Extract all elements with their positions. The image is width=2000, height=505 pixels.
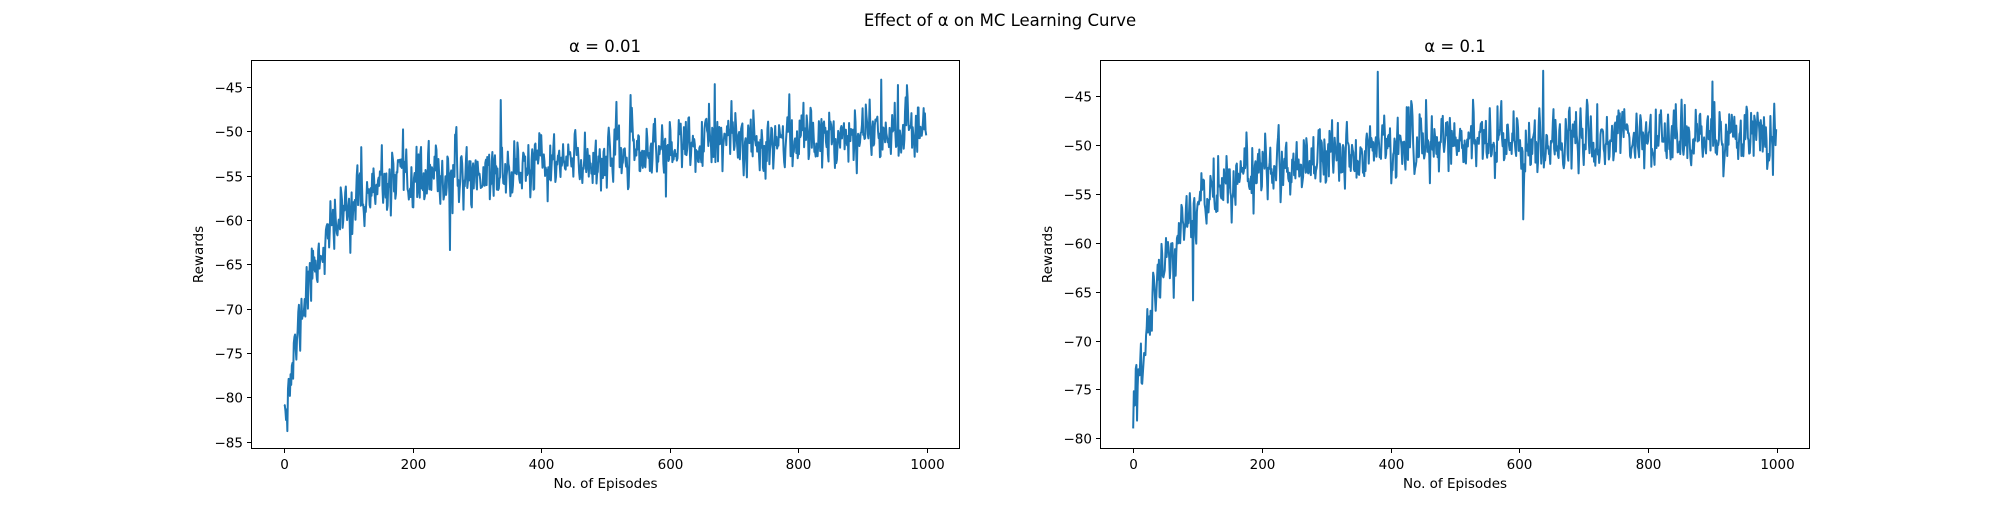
y-tick-label: −60 (1064, 237, 1093, 253)
x-tick-label: 1000 (1760, 457, 1794, 473)
x-tick-label: 200 (401, 457, 427, 473)
y-tick-label: −55 (215, 170, 244, 186)
x-tick-label: 800 (786, 457, 812, 473)
axes-frame (251, 60, 960, 449)
y-tick-label: −45 (1064, 90, 1093, 106)
y-tick-label: −45 (215, 81, 244, 97)
x-axis-label: No. of Episodes (1403, 476, 1507, 492)
plot-area (1132, 69, 1778, 429)
y-axis-ticks: −80 −75 −70 −65 −60 −55 −50 −45 (1064, 90, 1101, 448)
y-tick-label: −65 (215, 258, 244, 274)
subplot-alpha-0.1: α = 0.1 −80 −75 −70 −65 −60 −55 −50 −45 0 200 400… (1040, 37, 1810, 492)
y-tick-label: −70 (1064, 335, 1093, 351)
y-tick-label: −65 (1064, 286, 1093, 302)
y-tick-label: −60 (215, 214, 244, 230)
y-axis-ticks: −85 −80 −75 −70 −65 −60 −55 −50 −45 (215, 81, 252, 452)
x-tick-label: 1000 (910, 457, 944, 473)
y-axis-label: Rewards (1040, 226, 1056, 283)
x-axis-ticks: 0 200 400 600 800 1000 (280, 448, 945, 473)
x-axis-label: No. of Episodes (553, 476, 657, 492)
reward-series-line (283, 78, 928, 433)
subplot-title: α = 0.1 (1424, 37, 1485, 56)
subplot-title: α = 0.01 (569, 37, 641, 56)
x-tick-label: 200 (1250, 457, 1276, 473)
y-tick-label: −70 (215, 303, 244, 319)
y-tick-label: −50 (1064, 139, 1093, 155)
x-tick-label: 600 (658, 457, 684, 473)
plot-area (283, 78, 928, 433)
y-tick-label: −80 (1064, 432, 1093, 448)
y-tick-label: −50 (215, 125, 244, 141)
y-tick-label: −85 (215, 436, 244, 452)
x-axis-ticks: 0 200 400 600 800 1000 (1129, 448, 1795, 473)
subplot-alpha-0.01: α = 0.01 −85 −80 −75 −70 −65 −60 −55 −50 −45 0 20… (191, 37, 960, 492)
y-axis-label: Rewards (191, 226, 207, 283)
y-tick-label: −75 (215, 347, 244, 363)
reward-series-line (1132, 69, 1778, 429)
x-tick-label: 800 (1636, 457, 1662, 473)
figure-title: Effect of α on MC Learning Curve (864, 11, 1136, 30)
x-tick-label: 0 (280, 457, 289, 473)
x-tick-label: 400 (1379, 457, 1405, 473)
y-tick-label: −80 (215, 391, 244, 407)
y-tick-label: −55 (1064, 188, 1093, 204)
y-tick-label: −75 (1064, 383, 1093, 399)
x-tick-label: 600 (1507, 457, 1533, 473)
axes-frame (1100, 60, 1810, 449)
x-tick-label: 0 (1129, 457, 1138, 473)
x-tick-label: 400 (529, 457, 555, 473)
